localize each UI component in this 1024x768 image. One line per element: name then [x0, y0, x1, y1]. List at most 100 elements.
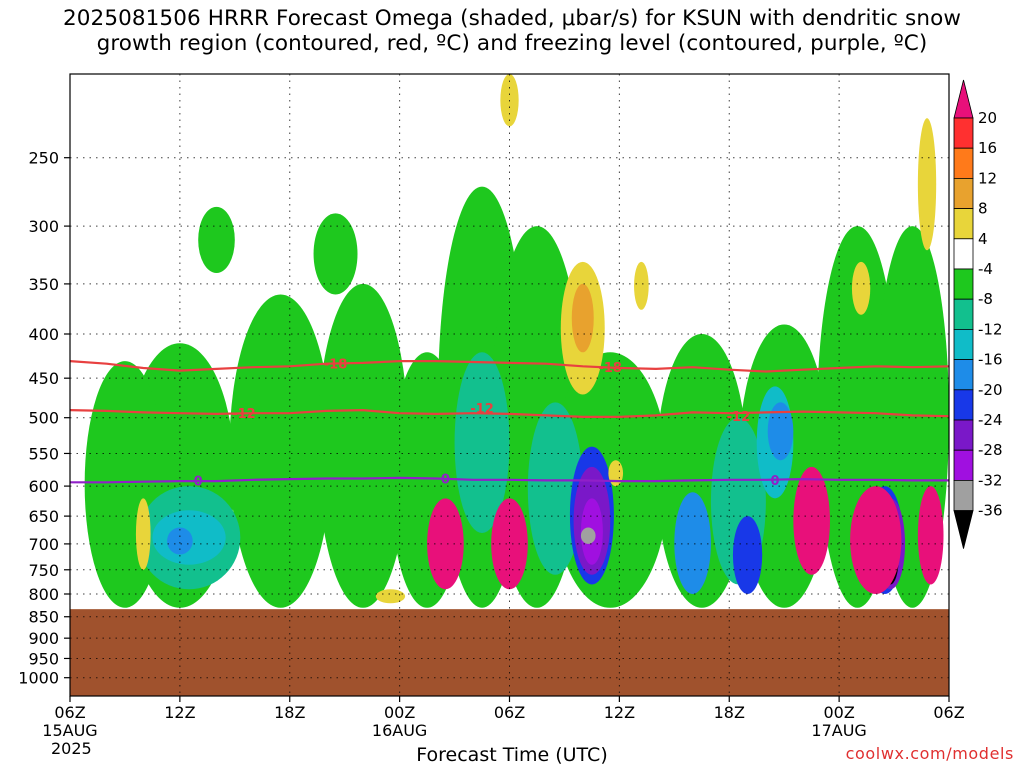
- omega-region-39: [375, 589, 406, 604]
- omega-region-21: [674, 492, 711, 594]
- omega-region-41: [491, 498, 528, 590]
- contour-label-4: -12: [727, 410, 751, 425]
- x-tick-label-3: 00Z: [384, 703, 415, 722]
- contour-label-0: -18: [324, 358, 348, 373]
- omega-region-29: [580, 527, 596, 544]
- colorbar-label-4: 4: [978, 230, 988, 248]
- contour-line-m18: [70, 360, 949, 373]
- colorbar-label-5: -4: [978, 260, 993, 278]
- x-axis-label: Forecast Time (UTC): [416, 744, 608, 766]
- omega-region-3: [317, 283, 409, 608]
- colorbar: 20 16 12 8 4 -4 -8 -12 -16 -20 -24 -28 -32 -36: [953, 79, 1003, 549]
- colorbar-label-11: -28: [978, 441, 1003, 459]
- omega-region-13: [313, 213, 358, 295]
- omega-region-23: [732, 516, 763, 594]
- x-tick-label-4: 06Z: [494, 703, 525, 722]
- x-tick-label-7: 00Z: [823, 703, 854, 722]
- colorbar-bin-12: [953, 449, 974, 481]
- title-line-2: growth region (contoured, red, ºC) and f…: [96, 31, 928, 56]
- colorbar-bin-8: [953, 328, 974, 360]
- temperature-contours: -18 -18 -12 -12 -12 0 0 0: [70, 358, 949, 489]
- y-tick-label-250: 250: [28, 149, 59, 168]
- omega-region-40: [427, 498, 464, 590]
- omega-region-15: [454, 352, 510, 534]
- y-tick-label-400: 400: [28, 325, 59, 344]
- colorbar-bin-9: [953, 359, 974, 391]
- omega-region-38: [608, 460, 624, 487]
- omega-region-35: [851, 261, 871, 315]
- omega-region-43: [850, 486, 902, 594]
- x-tick-label-1: 12Z: [164, 703, 195, 722]
- omega-region-2: [229, 294, 332, 608]
- pressure-axis: 250 300 350 400 450 500 550 600 650 700 750 800 850 9…: [18, 149, 70, 688]
- y-tick-label-550: 550: [28, 444, 59, 463]
- x-tick-label-0: 06Z: [54, 703, 85, 722]
- contour-line-0: [70, 476, 949, 484]
- contour-label-3: -12: [470, 402, 494, 417]
- contour-line-m12: [70, 409, 949, 418]
- colorbar-bin-4: [953, 208, 974, 240]
- x-tick-label-8: 06Z: [933, 703, 964, 722]
- colorbar-label-6: -8: [978, 290, 993, 308]
- y-tick-label-650: 650: [28, 507, 59, 526]
- omega-region-44: [917, 486, 944, 585]
- x-tick-label-2: 18Z: [274, 703, 305, 722]
- colorbar-label-3: 8: [978, 200, 988, 218]
- colorbar-bin-14: [953, 510, 974, 549]
- colorbar-label-0: 20: [978, 109, 997, 127]
- contour-label-6: 0: [441, 473, 450, 488]
- omega-region-37: [135, 498, 151, 570]
- omega-region-34: [917, 118, 937, 251]
- colorbar-bin-11: [953, 419, 974, 451]
- omega-region-32: [571, 283, 594, 353]
- colorbar-label-13: -36: [978, 502, 1003, 520]
- y-tick-label-750: 750: [28, 561, 59, 580]
- colorbar-bin-3: [953, 177, 974, 209]
- omega-shading: [84, 74, 949, 608]
- omega-region-22: [767, 402, 794, 461]
- colorbar-label-12: -32: [978, 471, 1003, 489]
- y-tick-label-300: 300: [28, 217, 59, 236]
- colorbar-label-1: 16: [978, 139, 997, 157]
- omega-region-12: [198, 206, 235, 274]
- omega-region-42: [793, 466, 830, 575]
- colorbar-bin-5: [953, 238, 974, 270]
- chart-title: 2025081506 HRRR Forecast Omega (shaded, …: [0, 6, 1024, 56]
- colorbar-label-2: 12: [978, 169, 997, 187]
- y-tick-label-700: 700: [28, 535, 59, 554]
- colorbar-bin-13: [953, 479, 974, 511]
- x-tick-year-0: 2025: [51, 739, 92, 758]
- colorbar-bin-1: [953, 117, 974, 149]
- y-tick-label-900: 900: [28, 629, 59, 648]
- colorbar-bin-2: [953, 147, 974, 179]
- y-tick-label-1000: 1000: [18, 669, 59, 688]
- x-tick-date-3: 16AUG: [372, 721, 427, 740]
- contour-label-2: -12: [232, 407, 256, 422]
- omega-region-20: [167, 527, 193, 555]
- y-tick-label-600: 600: [28, 477, 59, 496]
- contour-label-5: 0: [194, 474, 203, 489]
- x-tick-date-0: 15AUG: [42, 721, 97, 740]
- y-tick-label-500: 500: [28, 409, 59, 428]
- colorbar-label-8: -16: [978, 351, 1003, 369]
- colorbar-label-7: -12: [978, 320, 1003, 338]
- omega-region-36: [634, 261, 649, 310]
- colorbar-bin-6: [953, 268, 974, 300]
- colorbar-bin-0: [953, 79, 974, 119]
- x-tick-label-5: 12Z: [604, 703, 635, 722]
- y-tick-label-800: 800: [28, 585, 59, 604]
- y-tick-label-350: 350: [28, 275, 59, 294]
- y-tick-label-950: 950: [28, 649, 59, 668]
- credit-text: coolwx.com/models: [845, 744, 1014, 763]
- plot-area: -18 -18 -12 -12 -12 0 0 0: [70, 74, 949, 696]
- title-line-1: 2025081506 HRRR Forecast Omega (shaded, …: [62, 6, 962, 31]
- colorbar-bin-7: [953, 298, 974, 330]
- y-tick-label-850: 850: [28, 608, 59, 627]
- contour-label-1: -18: [598, 361, 622, 376]
- colorbar-label-10: -24: [978, 411, 1003, 429]
- x-tick-label-6: 18Z: [714, 703, 745, 722]
- y-tick-label-450: 450: [28, 369, 59, 388]
- contour-label-7: 0: [771, 474, 780, 489]
